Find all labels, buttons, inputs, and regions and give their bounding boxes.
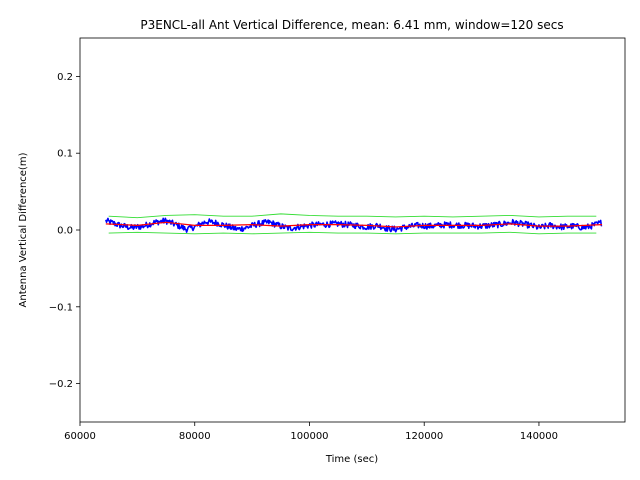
y-tick-label: −0.2 <box>49 379 73 390</box>
series-line-green-lower <box>108 231 597 235</box>
chart-title: P3ENCL-all Ant Vertical Difference, mean… <box>140 18 563 32</box>
y-axis: −0.2 −0.1 0.0 0.1 0.2 <box>49 72 80 390</box>
x-axis-label: Time (sec) <box>325 454 378 465</box>
series-line-green-upper <box>108 213 597 219</box>
y-tick-label: 0.2 <box>57 72 73 83</box>
plot-background <box>80 38 625 422</box>
x-tick-label: 60000 <box>64 431 96 442</box>
y-tick-label: −0.1 <box>49 302 73 313</box>
series-layer <box>105 213 603 235</box>
series-line-red <box>105 221 603 228</box>
x-tick-label: 100000 <box>290 431 328 442</box>
y-axis-label: Antenna Vertical Difference(m) <box>18 152 29 307</box>
y-tick-label: 0.0 <box>57 226 73 237</box>
y-tick-label: 0.1 <box>57 149 73 160</box>
x-tick-label: 140000 <box>520 431 558 442</box>
plot-area <box>79 37 626 423</box>
x-tick-label: 80000 <box>179 431 211 442</box>
x-tick-label: 120000 <box>405 431 443 442</box>
x-axis: 60000 80000 100000 120000 140000 <box>64 422 558 442</box>
